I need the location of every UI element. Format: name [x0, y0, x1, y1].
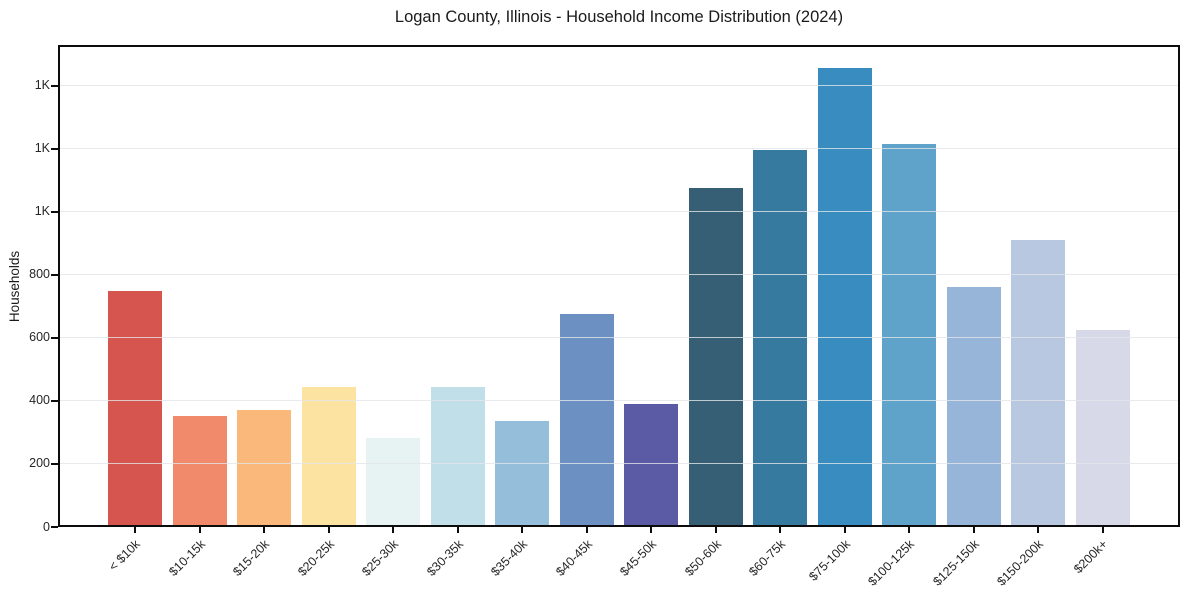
y-tick-label: 400 [29, 393, 50, 408]
x-tick-label: $30-35k [423, 537, 466, 579]
gridline [58, 273, 1180, 275]
y-tick-mark [51, 274, 58, 276]
bar [237, 410, 292, 527]
bar [1075, 330, 1130, 527]
x-tick-mark [843, 527, 846, 533]
bar [688, 188, 743, 527]
bar [946, 286, 1001, 527]
gridline [58, 147, 1180, 149]
x-tick-mark [456, 527, 459, 533]
x-tick-label: $125-150k [929, 537, 982, 589]
x-tick-mark [779, 527, 782, 533]
y-tick-mark [51, 400, 58, 402]
bar [108, 291, 163, 527]
x-tick-mark [134, 527, 137, 533]
y-tick-mark [51, 211, 58, 213]
y-tick-mark [51, 148, 58, 150]
x-tick-label: $200k+ [1071, 537, 1111, 577]
plot-area [58, 45, 1180, 527]
x-tick-label: $150-200k [994, 537, 1047, 589]
gridline [58, 84, 1180, 86]
x-tick-label: < $10k [106, 537, 144, 574]
gridline [58, 210, 1180, 212]
y-axis-label: Households [7, 250, 23, 322]
x-tick-label: $45-50k [617, 537, 660, 579]
y-tick-label: 1K [34, 78, 50, 93]
bar [172, 416, 227, 527]
x-tick-label: $75-100k [805, 537, 853, 584]
bar [301, 387, 356, 527]
y-tick-mark [51, 337, 58, 339]
x-tick-mark [392, 527, 395, 533]
y-tick-label: 600 [29, 330, 50, 345]
bar [430, 387, 485, 527]
x-tick-label: $10-15k [165, 537, 208, 579]
x-tick-mark [198, 527, 201, 533]
x-tick-label: $100-125k [865, 537, 918, 589]
x-tick-label: $15-20k [230, 537, 273, 579]
gridline [58, 336, 1180, 338]
x-tick-mark [714, 527, 717, 533]
x-tick-label: $50-60k [681, 537, 724, 579]
y-tick-label: 1K [34, 204, 50, 219]
y-tick-label: 0 [43, 519, 50, 534]
y-axis-label-wrap: Households [4, 45, 26, 527]
x-tick-mark [263, 527, 266, 533]
gridline [58, 462, 1180, 464]
bar [817, 68, 872, 527]
x-tick-label: $20-25k [294, 537, 337, 579]
x-tick-label: $60-75k [746, 537, 789, 579]
gridline [58, 399, 1180, 401]
bar [624, 403, 679, 527]
x-tick-label: $40-45k [552, 537, 595, 579]
x-tick-mark [521, 527, 524, 533]
x-tick-label: $35-40k [488, 537, 531, 579]
x-tick-mark [327, 527, 330, 533]
x-tick-mark [585, 527, 588, 533]
x-tick-mark [908, 527, 911, 533]
bar [366, 437, 421, 527]
x-tick-mark [1101, 527, 1104, 533]
bar [1011, 240, 1066, 527]
x-tick-mark [1037, 527, 1040, 533]
bar [559, 314, 614, 527]
y-tick-label: 1K [34, 141, 50, 156]
y-tick-mark [51, 463, 58, 465]
bar [753, 149, 808, 527]
chart-title: Logan County, Illinois - Household Incom… [394, 8, 844, 26]
x-tick-label: $25-30k [359, 537, 402, 579]
bar [495, 421, 550, 527]
y-tick-mark [51, 526, 58, 528]
y-tick-label: 800 [29, 267, 50, 282]
y-tick-mark [51, 85, 58, 87]
x-tick-mark [972, 527, 975, 533]
x-tick-mark [650, 527, 653, 533]
y-tick-label: 200 [29, 456, 50, 471]
